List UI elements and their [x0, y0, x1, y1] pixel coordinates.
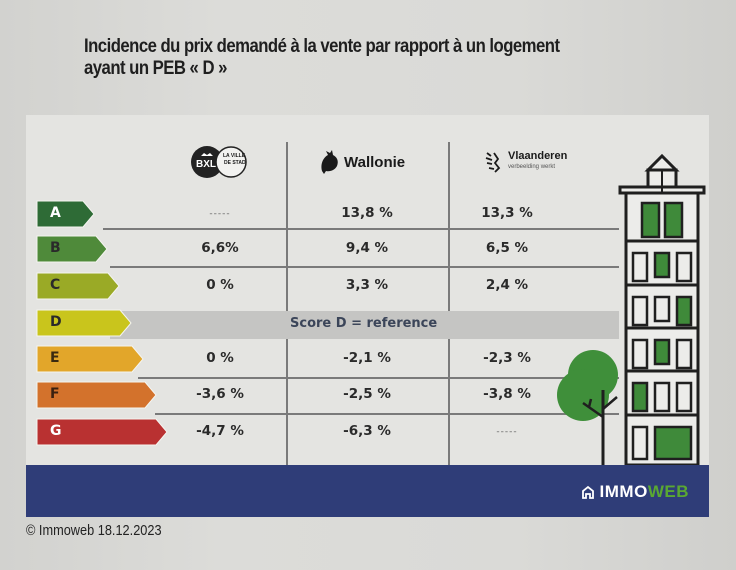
energy-arrow-shape: [36, 309, 132, 337]
column-divider: [448, 142, 450, 311]
header-vlaanderen: Vlaanderen verbeelding werkt: [484, 140, 567, 184]
footer-bar: IMMOWEB: [26, 465, 709, 517]
energy-arrow-shape: [36, 235, 108, 263]
brand-part-2: WEB: [647, 482, 689, 501]
energy-class-b: B: [36, 235, 108, 263]
header-wallonie: Wallonie: [318, 140, 405, 184]
bxl-logo-subtext-2: DE STAD: [224, 160, 246, 166]
building-illustration-icon: [618, 153, 706, 467]
energy-class-label: C: [50, 277, 61, 293]
home-icon: [581, 485, 594, 499]
lion-icon: [485, 152, 501, 173]
title-line-2: ayant un PEB « D »: [84, 58, 227, 79]
energy-class-label: F: [50, 386, 60, 402]
energy-arrow-shape: [36, 381, 157, 409]
energy-class-label: A: [50, 205, 61, 221]
table-cell-e-wallonie: -2,1 %: [343, 350, 391, 366]
energy-arrow-shape: [36, 272, 120, 300]
row-divider: [155, 413, 619, 415]
energy-arrow-shape: [36, 418, 168, 446]
energy-class-label: G: [50, 423, 62, 439]
energy-class-f: F: [36, 381, 157, 409]
table-cell-a-wallonie: 13,8 %: [341, 205, 393, 221]
energy-arrow-shape: [36, 200, 95, 228]
table-cell-b-wallonie: 9,4 %: [345, 240, 389, 256]
table-cell-a-bruxelles: -----: [209, 209, 231, 219]
table-cell-a-vlaanderen: 13,3 %: [481, 205, 533, 221]
immoweb-logo: IMMOWEB: [581, 482, 689, 502]
energy-class-c: C: [36, 272, 120, 300]
row-divider: [138, 377, 619, 379]
table-cell-e-bruxelles: 0 %: [206, 350, 234, 366]
reference-label: Score D = reference: [290, 316, 438, 331]
table-cell-b-bruxelles: 6,6%: [201, 240, 239, 256]
table-cell-g-wallonie: -6,3 %: [343, 423, 391, 439]
table-cell-f-vlaanderen: -3,8 %: [483, 386, 531, 402]
vlaanderen-logo-subtext: verbeelding werkt: [508, 164, 556, 170]
column-divider: [448, 339, 450, 465]
energy-class-a: A: [36, 200, 95, 228]
wallonie-logo-text: Wallonie: [344, 153, 406, 171]
energy-class-e: E: [36, 345, 144, 373]
table-cell-c-bruxelles: 0 %: [206, 277, 234, 293]
table-cell-b-vlaanderen: 6,5 %: [485, 240, 529, 256]
row-divider: [103, 228, 619, 230]
table-cell-e-vlaanderen: -2,3 %: [483, 350, 531, 366]
header-bruxelles: BXL LA VILLE DE STAD: [190, 140, 250, 184]
table-cell-f-wallonie: -2,5 %: [343, 386, 391, 402]
energy-class-label: D: [50, 314, 62, 330]
reference-band: [110, 311, 619, 339]
table-cell-g-vlaanderen: -----: [496, 427, 518, 437]
table-cell-f-bruxelles: -3,6 %: [196, 386, 244, 402]
brand-part-1: IMMO: [599, 482, 648, 501]
title-line-1: Incidence du prix demandé à la vente par…: [84, 36, 560, 57]
table-cell-g-bruxelles: -4,7 %: [196, 423, 244, 439]
energy-class-label: B: [50, 240, 61, 256]
energy-class-label: E: [50, 350, 60, 366]
row-divider: [110, 266, 619, 268]
copyright-credit: © Immoweb 18.12.2023: [26, 522, 162, 539]
column-divider: [286, 142, 288, 311]
table-cell-c-vlaanderen: 2,4 %: [485, 277, 529, 293]
energy-class-g: G: [36, 418, 168, 446]
bxl-logo-subtext-1: LA VILLE: [223, 153, 246, 159]
energy-arrow-shape: [36, 345, 144, 373]
table-cell-c-wallonie: 3,3 %: [345, 277, 389, 293]
energy-class-d: D: [36, 309, 132, 337]
bxl-logo-icon: [191, 146, 247, 178]
column-divider: [286, 339, 288, 465]
rooster-icon: [321, 150, 338, 174]
vlaanderen-logo-text: Vlaanderen: [508, 150, 568, 162]
tree-icon: [557, 350, 618, 465]
chart-title: Incidence du prix demandé à la vente par…: [84, 36, 612, 80]
bxl-logo-text: BXL: [196, 159, 216, 170]
